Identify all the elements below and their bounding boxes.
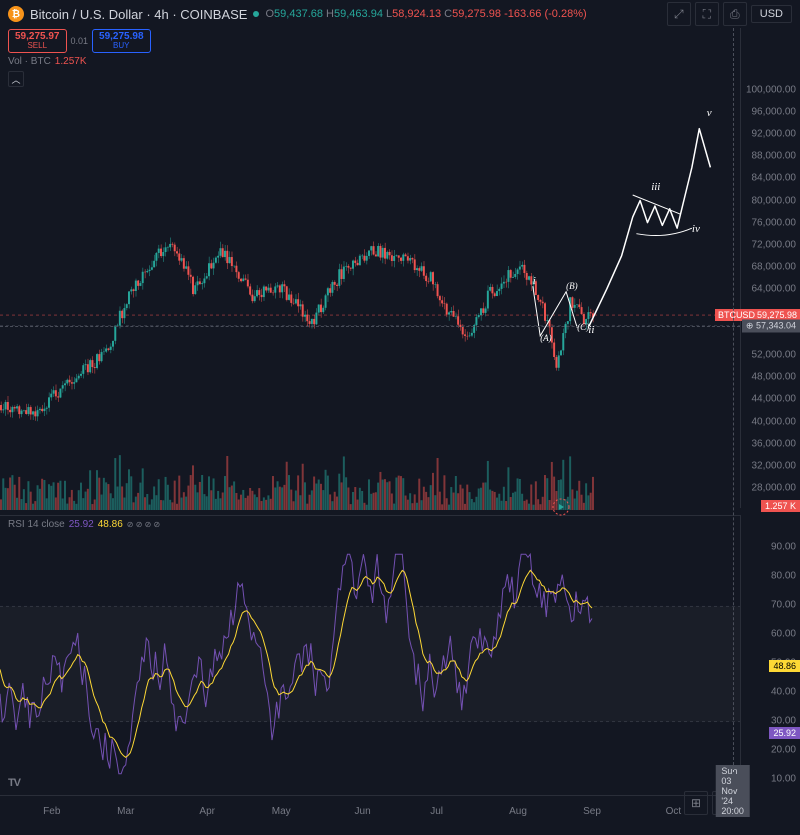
- price-tick: 68,000.00: [752, 261, 797, 272]
- price-axis[interactable]: 100,000.00 96,000.00 92,000.00 88,000.00 84,…: [740, 28, 800, 508]
- rsi-tick: 30.00: [771, 715, 796, 726]
- elliott-wave-label: iii: [651, 181, 660, 193]
- market-status-dot: [253, 11, 259, 17]
- rsi-tick: 10.00: [771, 773, 796, 784]
- price-tick: 44,000.00: [752, 394, 797, 405]
- rsi-tick: 90.00: [771, 542, 796, 553]
- elliott-wave-label: ii: [588, 324, 594, 336]
- volume-row: Vol · BTC 1.257K: [0, 54, 800, 69]
- rsi-yellow-label: 48.86: [769, 660, 800, 672]
- elliott-wave-label: (A): [540, 333, 552, 343]
- time-tick: May: [272, 806, 291, 817]
- time-tick: Mar: [117, 806, 134, 817]
- time-cursor-label: Sun 03 Nov '24 20:00: [715, 765, 750, 817]
- goto-icon[interactable]: ⊞: [684, 791, 708, 815]
- price-tick: 80,000.00: [752, 195, 797, 206]
- buy-button[interactable]: 59,275.98 BUY: [92, 29, 151, 53]
- price-tick: 36,000.00: [752, 438, 797, 449]
- time-axis[interactable]: ⊞ ▭ FebMarAprMayJunJulAugSepOctSun 03 No…: [0, 795, 740, 835]
- price-tick: 64,000.00: [752, 283, 797, 294]
- spread-value: 0.01: [71, 36, 89, 46]
- time-tick: Jun: [355, 806, 371, 817]
- price-tick: 96,000.00: [752, 107, 797, 118]
- time-tick: Apr: [199, 806, 215, 817]
- time-tick: Jul: [430, 806, 443, 817]
- currency-select[interactable]: USD: [751, 5, 792, 23]
- time-tick: Oct: [666, 806, 682, 817]
- rsi-panel[interactable]: RSI 14 close 25.92 48.86 ⊘ ⊘ ⊘ ⊘: [0, 515, 740, 795]
- sell-button[interactable]: 59,275.97 SELL: [8, 29, 67, 53]
- collapse-button[interactable]: ︿: [8, 71, 24, 87]
- rsi-purple-label: 25.92: [769, 727, 800, 739]
- time-tick: Aug: [509, 806, 527, 817]
- rsi-header: RSI 14 close 25.92 48.86 ⊘ ⊘ ⊘ ⊘: [0, 516, 740, 533]
- settings-icon[interactable]: ⤢: [667, 2, 691, 26]
- replay-icon[interactable]: [552, 498, 570, 516]
- symbol-title[interactable]: Bitcoin / U.S. Dollar · 4h · COINBASE: [30, 7, 247, 22]
- elliott-wave-label: iv: [692, 223, 700, 235]
- volume-axis-label: 1.257 K: [761, 500, 800, 512]
- bitcoin-icon: ₿: [8, 6, 24, 22]
- main-chart[interactable]: [0, 90, 740, 510]
- price-tick: 52,000.00: [752, 350, 797, 361]
- price-tick: 84,000.00: [752, 173, 797, 184]
- rsi-tick: 80.00: [771, 571, 796, 582]
- price-tick: 100,000.00: [746, 85, 796, 96]
- rsi-tick: 40.00: [771, 686, 796, 697]
- cursor-price-label: ⊕ 57,343.04: [742, 319, 800, 332]
- rsi-axis[interactable]: 90.0080.0070.0060.0050.0040.0030.0020.00…: [740, 515, 800, 795]
- time-tick: Feb: [43, 806, 60, 817]
- time-tick: Sep: [583, 806, 601, 817]
- rsi-tick: 20.00: [771, 744, 796, 755]
- price-tick: 32,000.00: [752, 460, 797, 471]
- chart-header: ₿ Bitcoin / U.S. Dollar · 4h · COINBASE …: [0, 0, 800, 28]
- price-tick: 72,000.00: [752, 239, 797, 250]
- buysell-row: 59,275.97 SELL 0.01 59,275.98 BUY: [0, 28, 800, 54]
- price-tick: 88,000.00: [752, 151, 797, 162]
- tradingview-logo: T V: [8, 777, 20, 789]
- price-tick: 48,000.00: [752, 372, 797, 383]
- price-tick: 40,000.00: [752, 416, 797, 427]
- elliott-wave-label: (B): [566, 281, 578, 291]
- fullscreen-icon[interactable]: ⛶: [695, 2, 719, 26]
- price-tick: 28,000.00: [752, 482, 797, 493]
- elliott-wave-label: v: [707, 107, 712, 119]
- rsi-tick: 70.00: [771, 600, 796, 611]
- price-tick: 76,000.00: [752, 217, 797, 228]
- ohlc-display: O59,437.68 H59,463.94 L58,924.13 C59,275…: [265, 8, 586, 20]
- rsi-tick: 60.00: [771, 629, 796, 640]
- camera-icon[interactable]: ⎙: [723, 2, 747, 26]
- price-tick: 92,000.00: [752, 129, 797, 140]
- elliott-wave-label: i: [533, 275, 536, 287]
